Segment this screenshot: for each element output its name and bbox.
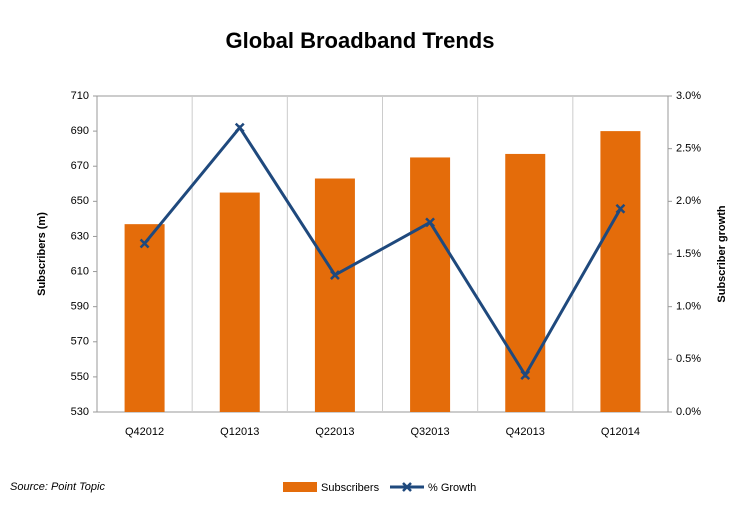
- bar: [600, 131, 641, 412]
- legend-swatch: [402, 482, 412, 492]
- x-tick-label: Q42012: [125, 426, 164, 438]
- bar: [124, 224, 165, 412]
- source: Source: Point Topic: [10, 481, 105, 493]
- y2-tick-label: 2.0%: [676, 195, 701, 207]
- chart-title: Global Broadband Trends: [226, 28, 495, 53]
- y2-tick-label: 1.0%: [676, 301, 701, 313]
- x-tick-label: Q12013: [220, 426, 259, 438]
- y-tick-label: 670: [71, 160, 89, 172]
- line-marker: [425, 217, 435, 228]
- y-tick-label: 550: [71, 371, 89, 383]
- bar: [219, 192, 260, 412]
- x-tick-label: Q32013: [411, 426, 450, 438]
- y2-axis-title: Subscriber growth: [716, 205, 728, 302]
- line: [143, 125, 622, 379]
- y2-tick-label: 3.0%: [676, 90, 701, 102]
- x-tick-label: Q42013: [506, 426, 545, 438]
- legend-label: Subscribers: [321, 482, 380, 494]
- y-tick-label: 530: [71, 406, 89, 418]
- line-marker: [139, 238, 150, 249]
- y-tick-label: 570: [71, 336, 89, 348]
- y2-tick-label: 0.0%: [676, 406, 701, 418]
- y-tick-label: 630: [71, 230, 89, 242]
- legend-swatch: [283, 482, 317, 492]
- x-tick-label: Q22013: [315, 426, 354, 438]
- y-tick-label: 690: [71, 125, 89, 137]
- line-marker: [615, 203, 626, 214]
- line-marker: [330, 270, 340, 280]
- y2-tick-label: 2.5%: [676, 143, 701, 155]
- line-marker: [234, 122, 245, 133]
- y2-tick-label: 0.5%: [676, 353, 701, 365]
- y-tick-label: 590: [71, 301, 89, 313]
- legend-label: % Growth: [428, 482, 476, 494]
- x-tick-label: Q12014: [601, 426, 640, 438]
- bar: [505, 153, 546, 412]
- y2-tick-label: 1.5%: [676, 248, 701, 260]
- bar: [410, 157, 451, 412]
- y-tick-label: 710: [71, 90, 89, 102]
- y-tick-label: 610: [71, 265, 89, 277]
- y-axis-title: Subscribers (m): [36, 212, 48, 296]
- bar: [314, 178, 355, 412]
- y-tick-label: 650: [71, 195, 89, 207]
- line-marker: [520, 370, 531, 381]
